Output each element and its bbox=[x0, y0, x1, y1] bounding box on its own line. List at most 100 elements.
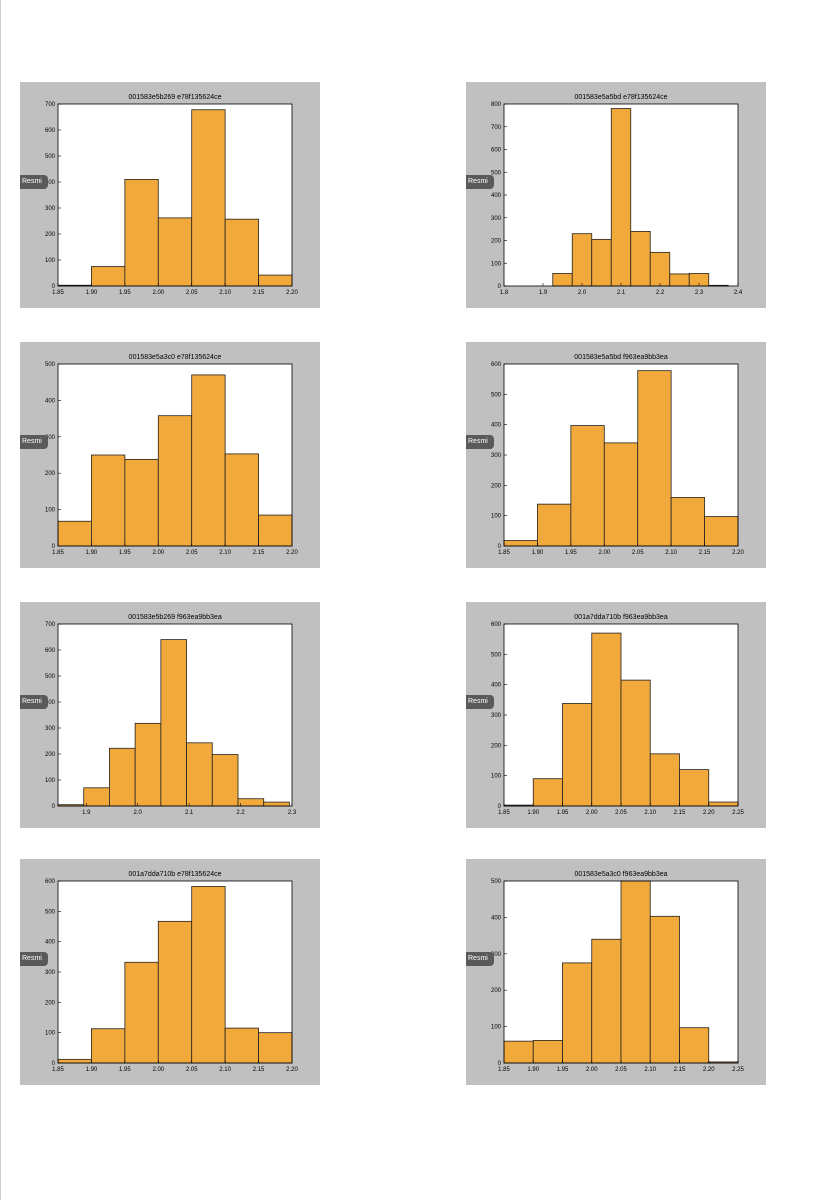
histogram-bar bbox=[570, 425, 605, 547]
histogram-bar bbox=[679, 769, 710, 807]
histogram-panel-2: 001583e5a5bd e78f135624ce 1.8 1.9 2.0 2.1 2.2… bbox=[466, 82, 766, 308]
y-tick-label: 600 bbox=[491, 148, 502, 154]
y-tick-label: 0 bbox=[498, 1061, 502, 1067]
y-tick-label: 200 bbox=[491, 239, 502, 245]
chart-title: 001583e5a5bd f963ea9bb3ea bbox=[574, 354, 668, 361]
x-tick-label: 2.10 bbox=[665, 550, 677, 556]
resmi-badge-1[interactable]: Resmi bbox=[20, 175, 48, 189]
histogram-bar bbox=[258, 1032, 293, 1064]
histogram-bar bbox=[224, 1027, 259, 1064]
histogram-bar bbox=[237, 798, 265, 807]
histogram-bar bbox=[704, 516, 739, 547]
x-tick-label: 2.15 bbox=[253, 290, 265, 296]
histogram-4: 001583e5a5bd f963ea9bb3ea 1.85 1.90 1.95 2.0… bbox=[491, 354, 745, 556]
histogram-bar bbox=[186, 742, 213, 807]
x-tick-label: 2.25 bbox=[732, 810, 744, 816]
histogram-bar bbox=[191, 886, 226, 1064]
y-tick-label: 200 bbox=[491, 743, 502, 749]
x-tick-label: 1.90 bbox=[86, 1067, 98, 1073]
histogram-bar bbox=[670, 497, 705, 547]
histogram-panel-1: 001583e5b269 e78f135624ce 1.85 1.90 1.95 2.0… bbox=[20, 82, 320, 308]
histogram-bar bbox=[649, 915, 680, 1064]
y-tick-label: 600 bbox=[491, 362, 502, 368]
histogram-bar bbox=[258, 274, 293, 287]
histogram-3: 001583e5a3c0 e78f135624ce 1.85 1.90 1.95 2.0… bbox=[45, 354, 299, 556]
histogram-bar bbox=[708, 801, 739, 807]
histogram-bar bbox=[91, 1028, 126, 1064]
x-tick-label: 2.2 bbox=[236, 810, 245, 816]
x-tick-label: 2.20 bbox=[286, 1067, 298, 1073]
histogram-bar bbox=[610, 108, 632, 287]
resmi-badge-8[interactable]: Resmi bbox=[466, 952, 494, 966]
histogram-bar bbox=[224, 218, 259, 287]
y-tick-label: 100 bbox=[491, 261, 502, 267]
x-tick-label: 2.15 bbox=[699, 550, 711, 556]
y-tick-label: 100 bbox=[45, 1031, 56, 1037]
x-tick-label: 1.95 bbox=[565, 550, 577, 556]
x-tick-label: 2.05 bbox=[615, 810, 627, 816]
x-tick-label: 1.85 bbox=[498, 810, 510, 816]
histogram-bar bbox=[537, 503, 572, 547]
histogram-7: 001a7dda710b e78f135624ce 1.85 1.90 1.95 2.0… bbox=[45, 871, 299, 1073]
y-tick-label: 0 bbox=[52, 544, 56, 550]
chart-title: 001583e5a3c0 e78f135624ce bbox=[129, 354, 222, 361]
histogram-8: 001583e5a3c0 f963ea9bb3ea 1.85 1.90 1.95 2.0… bbox=[491, 871, 745, 1073]
y-tick-label: 0 bbox=[498, 804, 502, 810]
y-tick-label: 0 bbox=[52, 284, 56, 290]
x-tick-label: 2.00 bbox=[152, 550, 164, 556]
y-tick-label: 300 bbox=[491, 216, 502, 222]
histogram-bar bbox=[157, 920, 193, 1064]
histogram-bar bbox=[211, 754, 239, 807]
x-tick-label: 2.00 bbox=[598, 550, 610, 556]
y-tick-label: 300 bbox=[45, 435, 56, 441]
resmi-badge-5[interactable]: Resmi bbox=[20, 695, 48, 709]
x-tick-label: 1.90 bbox=[86, 290, 98, 296]
histogram-bar bbox=[134, 722, 162, 807]
resmi-badge-7[interactable]: Resmi bbox=[20, 952, 48, 966]
y-tick-label: 300 bbox=[491, 453, 502, 459]
x-tick-label: 2.15 bbox=[674, 810, 686, 816]
histogram-panel-6: 001a7dda710b f963ea9bb3ea 1.85 1.90 1.95 2.0… bbox=[466, 602, 766, 828]
histogram-bar bbox=[669, 273, 690, 287]
histogram-bar bbox=[224, 453, 259, 547]
histogram-panel-8: 001583e5a3c0 f963ea9bb3ea 1.85 1.90 1.95 2.0… bbox=[466, 859, 766, 1085]
page-left-border bbox=[0, 0, 1, 1200]
y-tick-label: 500 bbox=[45, 909, 56, 915]
y-tick-label: 700 bbox=[491, 125, 502, 131]
x-tick-label: 1.85 bbox=[52, 1067, 64, 1073]
chart-title: 001583e5b269 f963ea9bb3ea bbox=[128, 614, 222, 621]
y-tick-label: 400 bbox=[45, 940, 56, 946]
y-tick-label: 100 bbox=[45, 258, 56, 264]
x-tick-label: 2.20 bbox=[703, 810, 715, 816]
x-tick-label: 2.05 bbox=[615, 1067, 627, 1073]
histogram-bar bbox=[258, 514, 293, 547]
y-tick-label: 600 bbox=[45, 648, 56, 654]
x-tick-label: 1.95 bbox=[557, 810, 569, 816]
x-tick-label: 2.15 bbox=[253, 550, 265, 556]
x-tick-label: 2.20 bbox=[286, 550, 298, 556]
y-tick-label: 200 bbox=[45, 471, 56, 477]
histogram-bar bbox=[191, 374, 226, 547]
resmi-badge-6[interactable]: Resmi bbox=[466, 695, 494, 709]
resmi-badge-3[interactable]: Resmi bbox=[20, 435, 48, 449]
histogram-panel-4: 001583e5a5bd f963ea9bb3ea 1.85 1.90 1.95 2.0… bbox=[466, 342, 766, 568]
x-tick-label: 2.1 bbox=[185, 810, 194, 816]
histogram-panel-7: 001a7dda710b e78f135624ce 1.85 1.90 1.95 2.0… bbox=[20, 859, 320, 1085]
resmi-badge-4[interactable]: Resmi bbox=[466, 435, 494, 449]
histogram-bar bbox=[552, 273, 573, 287]
y-tick-label: 0 bbox=[52, 1061, 56, 1067]
x-tick-label: 1.85 bbox=[498, 1067, 510, 1073]
histogram-bar bbox=[679, 1027, 710, 1064]
y-tick-label: 300 bbox=[491, 952, 502, 958]
y-tick-label: 400 bbox=[45, 398, 56, 404]
x-tick-label: 2.05 bbox=[186, 1067, 198, 1073]
y-tick-label: 500 bbox=[491, 652, 502, 658]
plot-frame bbox=[57, 623, 293, 807]
x-tick-label: 1.95 bbox=[119, 1067, 131, 1073]
resmi-badge-2[interactable]: Resmi bbox=[466, 175, 494, 189]
y-tick-label: 100 bbox=[45, 778, 56, 784]
chart-title: 001a7dda710b e78f135624ce bbox=[128, 871, 221, 878]
x-tick-label: 1.90 bbox=[527, 1067, 539, 1073]
y-tick-label: 500 bbox=[45, 154, 56, 160]
x-tick-label: 1.85 bbox=[52, 290, 64, 296]
